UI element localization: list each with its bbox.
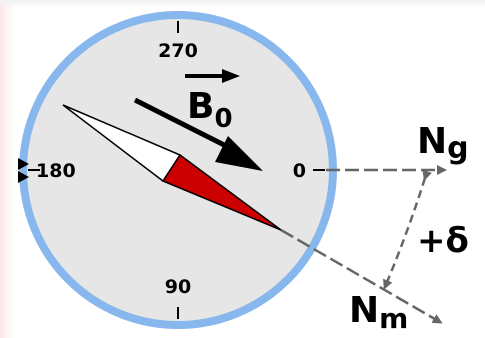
compass-needle — [62, 104, 282, 231]
left-edge-tint — [0, 0, 14, 338]
magnetic-north-subscript: m — [379, 302, 408, 335]
magnetic-north-line — [280, 228, 443, 324]
geographic-north-subscript: g — [447, 131, 468, 166]
magnetic-north-letter: N — [349, 290, 379, 331]
field-label-letter: B — [187, 86, 214, 127]
field-arrow — [133, 97, 263, 171]
needle-north-half — [161, 153, 282, 231]
geographic-north-letter: N — [417, 121, 447, 162]
declination-label: +δ — [417, 221, 469, 261]
dial-label-270: 270 — [158, 40, 198, 62]
declination-arc — [383, 169, 432, 290]
arrow-icon — [185, 69, 240, 83]
dial-label-180: 180 — [36, 160, 76, 182]
field-label: B0 — [187, 86, 233, 134]
dial-label-90: 90 — [165, 276, 191, 298]
triangle-marker-icon — [18, 158, 29, 183]
dial-label-0: 0 — [293, 160, 306, 182]
geographic-north-label: Ng — [417, 121, 469, 166]
field-label-subscript: 0 — [214, 104, 232, 134]
top-edge-tint — [0, 0, 485, 8]
magnetic-north-label: Nm — [349, 290, 408, 335]
